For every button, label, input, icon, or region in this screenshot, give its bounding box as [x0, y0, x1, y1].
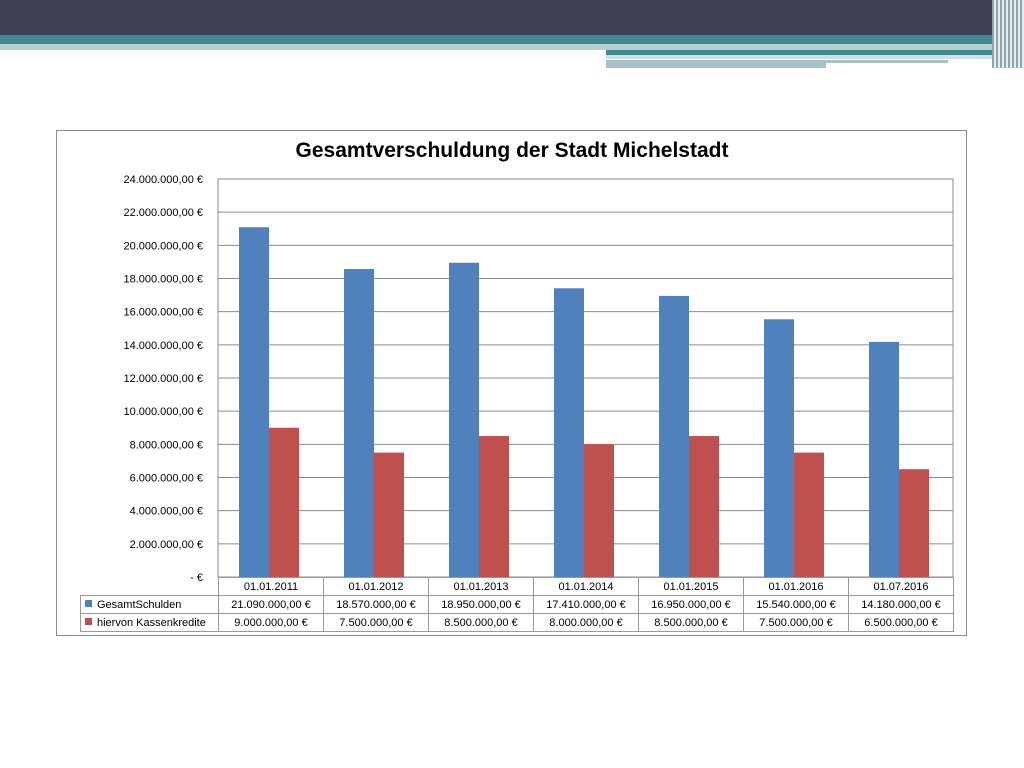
bar-gesamtschulden: [554, 288, 584, 577]
header-accent-line: [606, 60, 826, 68]
table-cell: 9.000.000,00 €: [218, 613, 324, 632]
table-cell: 8.000.000,00 €: [533, 613, 639, 632]
y-tick-label: 4.000.000,00 €: [130, 506, 203, 518]
bar-gesamtschulden: [764, 319, 794, 577]
y-tick-label: 6.000.000,00 €: [130, 473, 203, 485]
chart-title: Gesamtverschuldung der Stadt Michelstadt: [295, 139, 729, 162]
header-band-teal: [0, 35, 1024, 44]
y-tick-label: 8.000.000,00 €: [130, 439, 203, 451]
y-tick-label: 20.000.000,00 €: [123, 240, 203, 252]
header-band-light: [0, 44, 1024, 50]
y-tick-label: 16.000.000,00 €: [123, 307, 203, 319]
table-cell: 7.500.000,00 €: [743, 613, 849, 632]
bar-gesamtschulden: [239, 227, 269, 577]
table-cell: 7.500.000,00 €: [323, 613, 429, 632]
table-cell: 15.540.000,00 €: [743, 595, 849, 614]
header-band-dark: [0, 0, 1024, 35]
header-stripes: [992, 0, 1024, 68]
bar-gesamtschulden: [659, 295, 689, 577]
table-cell: 16.950.000,00 €: [638, 595, 744, 614]
series-name: hiervon Kassenkredite: [97, 616, 206, 629]
legend-key-red: [85, 618, 92, 626]
bar-kassenkredite: [269, 427, 299, 577]
category-label: 01.01.2015: [638, 577, 744, 596]
table-cell: 17.410.000,00 €: [533, 595, 639, 614]
table-cell: 18.950.000,00 €: [428, 595, 534, 614]
series-label-cell: GesamtSchulden: [80, 595, 219, 614]
table-cell: 8.500.000,00 €: [638, 613, 744, 632]
table-cell: 18.570.000,00 €: [323, 595, 429, 614]
legend-key-blue: [85, 600, 92, 608]
category-label: 01.07.2016: [848, 577, 954, 596]
bar-kassenkredite: [479, 436, 509, 577]
table-row-kassenkredite: hiervon Kassenkredite 9.000.000,00 € 7.5…: [80, 613, 954, 632]
header-accent-line: [606, 50, 1024, 55]
bar-kassenkredite: [374, 452, 404, 577]
y-tick-label: 12.000.000,00 €: [123, 373, 203, 385]
y-tick-label: 22.000.000,00 €: [123, 207, 203, 219]
y-tick-label: 18.000.000,00 €: [123, 274, 203, 286]
table-cell: 8.500.000,00 €: [428, 613, 534, 632]
category-label: 01.01.2013: [428, 577, 534, 596]
bar-gesamtschulden: [869, 341, 899, 577]
bar-kassenkredite: [584, 444, 614, 577]
bar-gesamtschulden: [449, 262, 479, 577]
bar-kassenkredite: [794, 452, 824, 577]
category-label: 01.01.2016: [743, 577, 849, 596]
table-corner: [80, 577, 219, 596]
category-label: 01.01.2012: [323, 577, 429, 596]
header-accent-line: [606, 55, 1024, 59]
header-accent-line: [826, 60, 948, 63]
data-table: 01.01.2011 01.01.2012 01.01.2013 01.01.2…: [80, 577, 954, 632]
y-tick-label: 10.000.000,00 €: [123, 406, 203, 418]
category-row: 01.01.2011 01.01.2012 01.01.2013 01.01.2…: [80, 577, 954, 596]
table-row-gesamtschulden: GesamtSchulden 21.090.000,00 € 18.570.00…: [80, 595, 954, 614]
series-label-cell: hiervon Kassenkredite: [80, 613, 219, 632]
category-label: 01.01.2014: [533, 577, 639, 596]
series-name: GesamtSchulden: [97, 598, 182, 611]
table-cell: 21.090.000,00 €: [218, 595, 324, 614]
table-cell: 14.180.000,00 €: [848, 595, 954, 614]
y-tick-label: 24.000.000,00 €: [123, 174, 203, 186]
bar-gesamtschulden: [344, 269, 374, 577]
table-cell: 6.500.000,00 €: [848, 613, 954, 632]
bar-kassenkredite: [689, 436, 719, 577]
bar-kassenkredite: [899, 469, 929, 577]
y-tick-label: 2.000.000,00 €: [130, 539, 203, 551]
category-label: 01.01.2011: [218, 577, 324, 596]
y-tick-label: 14.000.000,00 €: [123, 340, 203, 352]
